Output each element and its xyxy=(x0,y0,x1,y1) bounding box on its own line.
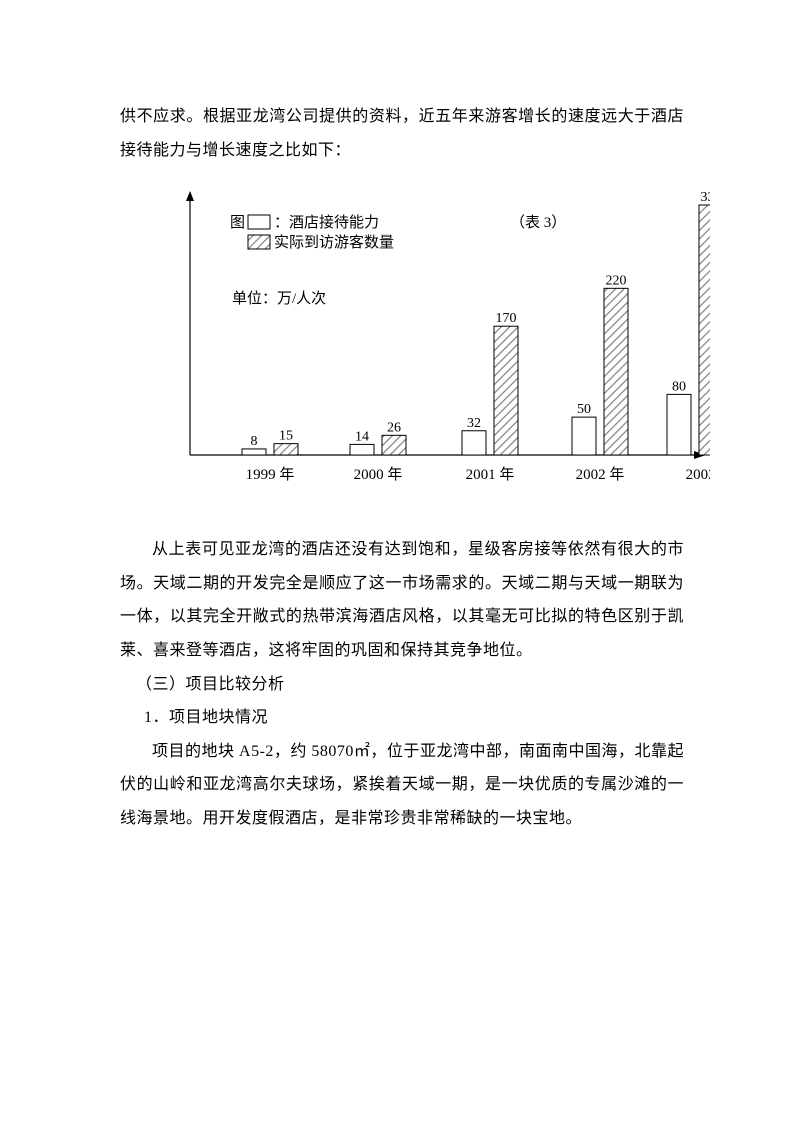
svg-text:单位：万/人次: 单位：万/人次 xyxy=(232,290,326,307)
chart-container: 图 ：酒店接待能力实际到访游客数量 （表 3） 单位：万/人次 8 15 14 26 32 170… xyxy=(150,185,710,515)
svg-text:2000 年: 2000 年 xyxy=(354,466,403,483)
svg-text:2002 年: 2002 年 xyxy=(576,466,625,483)
svg-text:14: 14 xyxy=(355,430,369,445)
svg-text:170: 170 xyxy=(496,311,517,326)
section-heading-3-1: 1．项目地块情况 xyxy=(120,701,684,735)
svg-text:50: 50 xyxy=(577,402,591,417)
svg-text:2001 年: 2001 年 xyxy=(466,466,515,483)
analysis-paragraph: 从上表可见亚龙湾的酒店还没有达到饱和，星级客房接等依然有很大的市场。天域二期的开… xyxy=(120,533,684,667)
plot-description-paragraph: 项目的地块 A5-2，约 58070㎡，位于亚龙湾中部，南面南中国海，北靠起伏的… xyxy=(120,735,684,836)
svg-text:26: 26 xyxy=(387,420,401,435)
svg-text:220: 220 xyxy=(606,274,627,289)
svg-text:8: 8 xyxy=(251,434,258,449)
svg-text:2003 年: 2003 年 xyxy=(686,466,710,483)
svg-text:图: 图 xyxy=(230,214,245,231)
svg-text:330: 330 xyxy=(701,190,711,205)
svg-text:（表 3）: （表 3） xyxy=(510,214,566,231)
svg-text:1999 年: 1999 年 xyxy=(246,466,295,483)
section-heading-3: （三）项目比较分析 xyxy=(120,668,684,702)
intro-paragraph: 供不应求。根据亚龙湾公司提供的资料，近五年来游客增长的速度远大于酒店接待能力与增… xyxy=(120,100,684,167)
svg-text:15: 15 xyxy=(279,429,293,444)
svg-text:80: 80 xyxy=(672,380,686,395)
svg-text:32: 32 xyxy=(467,416,481,431)
svg-text:实际到访游客数量: 实际到访游客数量 xyxy=(274,234,394,251)
svg-text:：酒店接待能力: ：酒店接待能力 xyxy=(274,214,379,231)
bar-chart: 图 ：酒店接待能力实际到访游客数量 （表 3） 单位：万/人次 8 15 14 26 32 170… xyxy=(150,185,710,515)
